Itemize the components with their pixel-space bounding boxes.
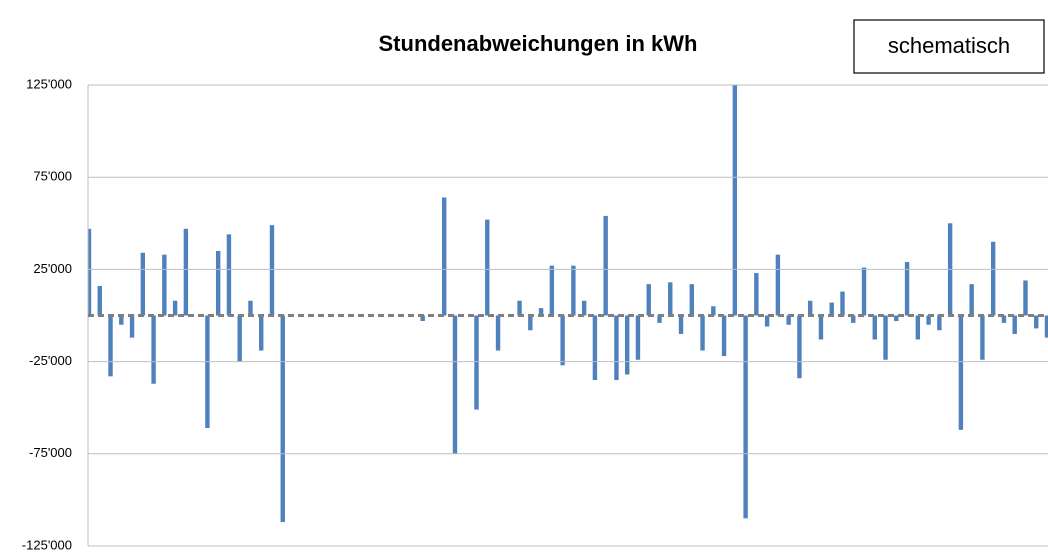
y-tick-label: 25'000 <box>33 261 72 276</box>
bar <box>958 315 964 430</box>
bar <box>786 315 791 325</box>
bar <box>926 315 931 325</box>
bar <box>129 315 135 338</box>
bar <box>183 228 189 316</box>
bar <box>280 315 285 523</box>
bar <box>205 315 210 428</box>
bar <box>269 225 275 316</box>
bar <box>88 228 92 316</box>
bar <box>495 315 501 351</box>
bar <box>657 315 662 323</box>
bar <box>1012 315 1017 334</box>
bar <box>700 315 705 351</box>
bar <box>1001 315 1007 323</box>
bar <box>980 315 985 360</box>
bar <box>603 215 608 316</box>
bar <box>528 315 533 331</box>
annotation: schematisch <box>888 33 1010 58</box>
bar <box>581 300 587 316</box>
bar <box>668 282 673 316</box>
bar <box>452 315 458 454</box>
bar <box>721 315 727 357</box>
bar <box>711 306 716 316</box>
bar <box>140 252 146 316</box>
bar <box>743 315 748 519</box>
bar <box>614 315 619 381</box>
bar <box>937 315 942 331</box>
y-tick-label: -125'000 <box>22 537 72 552</box>
bar <box>689 284 694 316</box>
bar <box>259 315 264 351</box>
y-tick-label: -75'000 <box>29 445 72 460</box>
bar <box>108 315 113 377</box>
bar <box>442 197 447 316</box>
bar <box>592 315 598 381</box>
bar <box>915 315 921 340</box>
annotation-box <box>853 19 1045 74</box>
bar <box>151 315 156 384</box>
bar <box>872 315 877 340</box>
bar <box>571 265 576 316</box>
bar <box>517 300 522 316</box>
bar <box>646 284 651 316</box>
bar <box>172 300 178 316</box>
bar <box>162 254 167 316</box>
bar <box>226 234 232 316</box>
bar <box>904 262 910 316</box>
bar <box>474 315 479 410</box>
bar <box>840 291 845 316</box>
bar <box>969 284 974 316</box>
bar <box>1044 315 1048 338</box>
bar <box>97 285 102 316</box>
bar <box>625 315 630 375</box>
bar <box>248 300 253 316</box>
bar <box>538 308 544 316</box>
bar <box>990 241 996 316</box>
bar <box>119 315 124 325</box>
bar <box>764 315 770 327</box>
bar <box>883 315 888 360</box>
bar <box>678 315 684 334</box>
bar <box>1034 315 1039 329</box>
bar <box>829 302 834 316</box>
bar <box>237 315 242 362</box>
bar <box>818 315 824 340</box>
bar <box>420 315 425 322</box>
bar <box>485 219 490 316</box>
bar <box>215 250 221 316</box>
bar <box>732 85 738 316</box>
bar <box>797 315 802 379</box>
bar <box>1023 280 1028 316</box>
bar <box>560 315 565 366</box>
y-tick-label: -25'000 <box>29 353 72 368</box>
bar <box>851 315 856 323</box>
bar <box>635 315 641 360</box>
bar <box>894 315 899 322</box>
bar <box>861 267 867 316</box>
bar <box>549 265 555 316</box>
bar <box>754 273 759 316</box>
y-tick-label: 75'000 <box>33 169 72 184</box>
y-tick-label: 125'000 <box>26 76 72 91</box>
chart-title: Stundenabweichungen in kWh <box>379 31 698 56</box>
bar <box>807 300 813 316</box>
bar <box>775 254 781 316</box>
